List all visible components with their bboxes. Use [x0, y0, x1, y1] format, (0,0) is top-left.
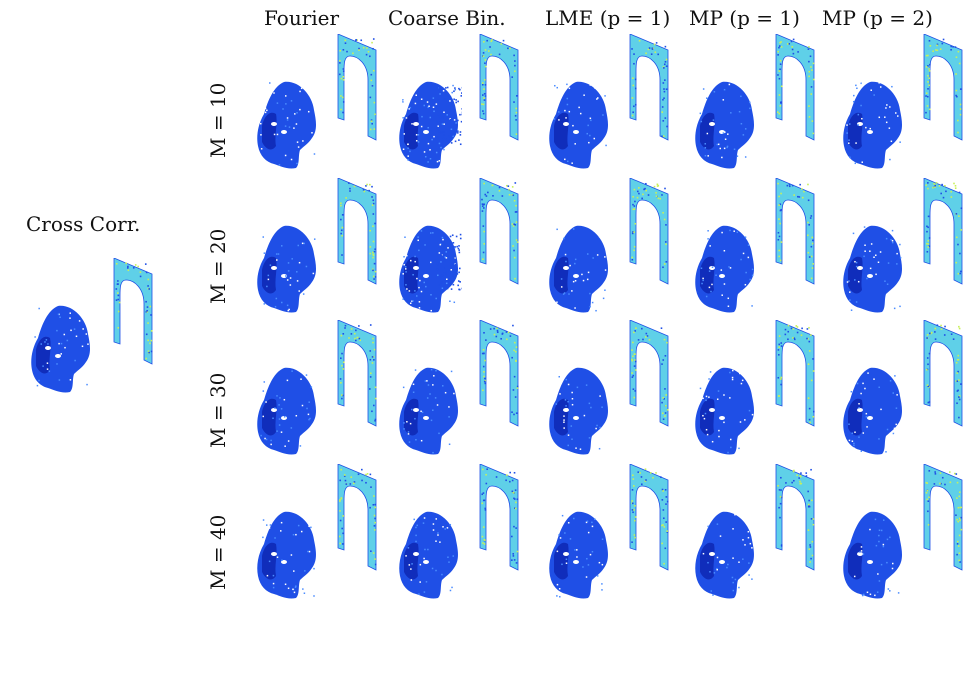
frame-image-mp-p1-m10 [775, 34, 815, 141]
face-image-coarse-bin-m40 [399, 511, 458, 599]
face-image-mp-p1-m40 [695, 511, 754, 599]
frame-image-fourier-m30 [337, 320, 377, 427]
column-header-lme-p1: LME (p = 1) [545, 6, 671, 30]
reference-label: Cross Corr. [26, 212, 141, 236]
face-image-coarse-bin-m10 [399, 81, 462, 169]
frame-image-fourier-m40 [337, 464, 377, 571]
column-header-coarse-bin: Coarse Bin. [388, 6, 506, 30]
frame-image-fourier-m20 [337, 178, 377, 285]
face-image-mp-p2-m30 [843, 367, 902, 455]
frame-image-lme-p1-m40 [629, 464, 669, 571]
frame-image-coarse-bin-m40 [479, 464, 519, 571]
face-image-coarse-bin-m20 [399, 225, 462, 313]
row-label-m10: M = 10 [206, 82, 230, 158]
frame-image-mp-p1-m20 [775, 178, 815, 285]
face-image-fourier-m40 [257, 511, 316, 599]
face-image-lme-p1-m10 [549, 81, 608, 169]
row-label-m30: M = 30 [206, 372, 230, 448]
face-image-mp-p2-m20 [843, 225, 902, 313]
column-header-fourier: Fourier [264, 6, 340, 30]
frame-image-mp-p2-m20 [923, 178, 963, 285]
face-image-fourier-m10 [257, 81, 316, 169]
row-label-m40: M = 40 [206, 514, 230, 590]
reference-frame-image [113, 258, 153, 365]
column-header-mp-p2: MP (p = 2) [822, 6, 933, 30]
frame-image-coarse-bin-m20 [479, 178, 519, 285]
frame-image-mp-p1-m40 [775, 464, 815, 571]
frame-image-lme-p1-m10 [629, 34, 669, 141]
frame-image-mp-p2-m40 [923, 464, 963, 571]
face-image-lme-p1-m20 [549, 225, 608, 313]
frame-image-coarse-bin-m10 [479, 34, 519, 141]
face-image-coarse-bin-m30 [399, 367, 458, 455]
frame-image-fourier-m10 [337, 34, 377, 141]
face-image-mp-p1-m20 [695, 225, 754, 313]
frame-image-mp-p1-m30 [775, 320, 815, 427]
column-header-mp-p1: MP (p = 1) [689, 6, 800, 30]
face-image-fourier-m30 [257, 367, 316, 455]
frame-image-coarse-bin-m30 [479, 320, 519, 427]
face-image-mp-p1-m10 [695, 81, 754, 169]
face-image-lme-p1-m30 [549, 367, 608, 455]
face-image-lme-p1-m40 [549, 511, 608, 599]
face-image-mp-p1-m30 [695, 367, 754, 455]
frame-image-lme-p1-m20 [629, 178, 669, 285]
frame-image-mp-p2-m10 [923, 34, 963, 141]
face-image-fourier-m20 [257, 225, 316, 313]
face-image-mp-p2-m10 [843, 81, 902, 169]
frame-image-lme-p1-m30 [629, 320, 669, 427]
reference-face-image [31, 305, 90, 393]
row-label-m20: M = 20 [206, 228, 230, 304]
face-image-mp-p2-m40 [843, 511, 902, 599]
frame-image-mp-p2-m30 [923, 320, 963, 427]
